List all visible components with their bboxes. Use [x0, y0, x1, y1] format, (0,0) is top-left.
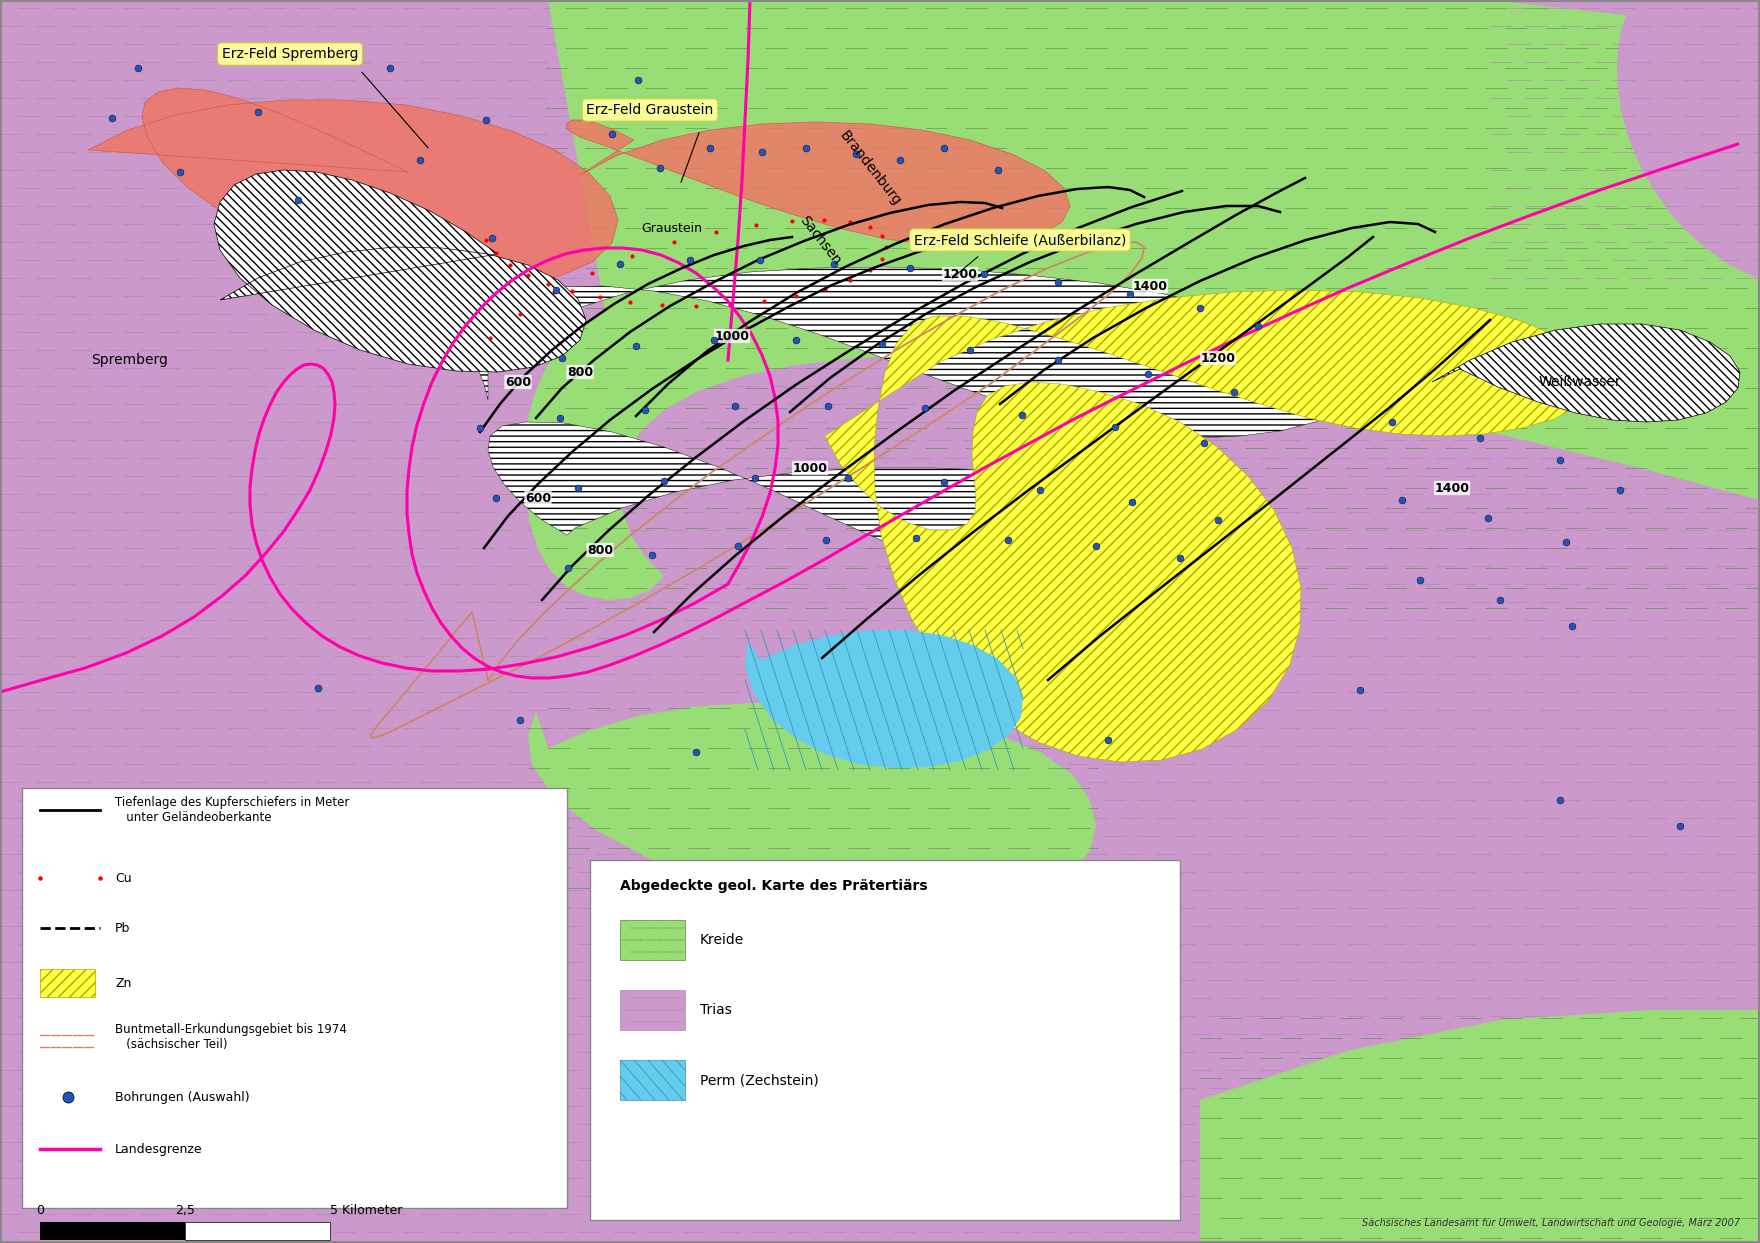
Text: Landesgrenze: Landesgrenze [114, 1142, 202, 1156]
Text: 800: 800 [567, 365, 593, 379]
Polygon shape [524, 0, 1760, 600]
Bar [185, 1222, 331, 1241]
Text: Abgedeckte geol. Karte des Prätertiärs: Abgedeckte geol. Karte des Prätertiärs [620, 879, 928, 892]
Text: Spremberg: Spremberg [92, 353, 169, 367]
Text: 1000: 1000 [792, 461, 827, 475]
Polygon shape [567, 121, 1070, 246]
Bar [620, 1060, 685, 1100]
Polygon shape [1200, 1011, 1760, 1243]
Polygon shape [88, 88, 618, 286]
Polygon shape [215, 170, 586, 372]
Polygon shape [488, 423, 1290, 603]
Text: 2,5: 2,5 [174, 1204, 195, 1217]
Text: Trias: Trias [700, 1003, 732, 1017]
Polygon shape [1433, 324, 1741, 423]
Text: 1400: 1400 [1434, 481, 1470, 495]
Text: Perm (Zechstein): Perm (Zechstein) [700, 1073, 818, 1086]
Text: 0: 0 [35, 1204, 44, 1217]
Polygon shape [528, 704, 1096, 917]
Text: Kreide: Kreide [700, 933, 744, 947]
Text: Erz-Feld Graustein: Erz-Feld Graustein [586, 103, 713, 117]
Text: Erz-Feld Spremberg: Erz-Feld Spremberg [222, 47, 359, 61]
Text: Sachsen: Sachsen [797, 213, 843, 267]
Bar [590, 860, 1179, 1219]
Text: Zn: Zn [114, 977, 132, 989]
Bar [620, 989, 685, 1030]
Text: 600: 600 [524, 491, 551, 505]
Polygon shape [825, 290, 1595, 762]
Bar [620, 920, 685, 960]
Text: 1400: 1400 [1132, 280, 1167, 292]
Text: Graustein: Graustein [641, 221, 702, 235]
Polygon shape [744, 630, 1023, 768]
Text: Brandenburg: Brandenburg [836, 128, 903, 208]
Text: Tiefenlage des Kupferschiefers in Meter
   unter Geländeoberkante: Tiefenlage des Kupferschiefers in Meter … [114, 796, 350, 824]
Text: Sächsisches Landesamt für Umwelt, Landwirtschaft und Geologie, März 2007: Sächsisches Landesamt für Umwelt, Landwi… [1362, 1218, 1741, 1228]
Text: Erz-Feld Schleife (Außerbilanz): Erz-Feld Schleife (Außerbilanz) [913, 232, 1126, 247]
Text: 5 Kilometer: 5 Kilometer [331, 1204, 403, 1217]
Bar [23, 788, 567, 1208]
Text: 800: 800 [586, 543, 612, 557]
Text: 1000: 1000 [715, 329, 750, 343]
Polygon shape [1491, 0, 1760, 280]
Bar [40, 1222, 185, 1241]
Text: Weißwasser: Weißwasser [1538, 375, 1621, 389]
Text: 1200: 1200 [1200, 352, 1236, 364]
Bar [40, 970, 95, 997]
Text: Pb: Pb [114, 921, 130, 935]
Text: 600: 600 [505, 375, 532, 389]
Text: Cu: Cu [114, 871, 132, 885]
Text: Bohrungen (Auswahl): Bohrungen (Auswahl) [114, 1090, 250, 1104]
Text: 1200: 1200 [943, 267, 977, 281]
Text: Buntmetall-Erkundungsgebiet bis 1974
   (sächsischer Teil): Buntmetall-Erkundungsgebiet bis 1974 (sä… [114, 1023, 347, 1052]
Polygon shape [473, 267, 1362, 438]
